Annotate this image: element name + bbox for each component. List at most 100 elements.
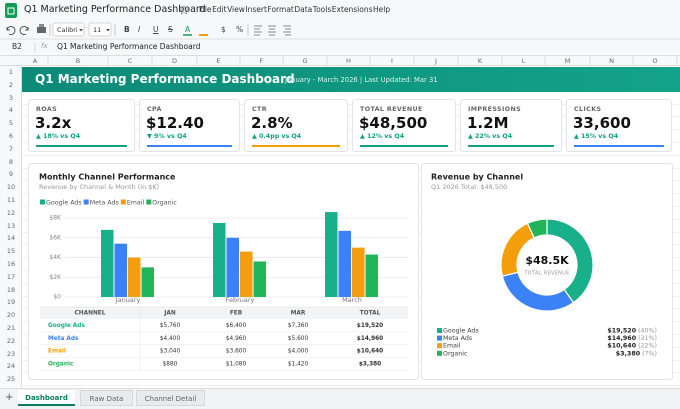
undo-icon[interactable]	[6, 26, 16, 35]
toolbar-button[interactable]: I	[138, 25, 141, 34]
legend-value: $19,520	[607, 328, 636, 335]
row-number: 5	[8, 119, 14, 128]
star-icon[interactable]	[178, 5, 190, 15]
menu-item[interactable]: Help	[373, 5, 391, 14]
kpi-value: 2.8%	[251, 114, 293, 132]
kpi-label: CLICKS	[574, 106, 602, 113]
kpi-card	[139, 99, 240, 152]
kpi-card	[28, 99, 135, 152]
table-cell: $7,360	[288, 323, 309, 329]
table-header: JAN	[163, 311, 176, 317]
legend-share: (22%)	[638, 343, 657, 350]
chart-title: Revenue by Channel	[431, 173, 523, 182]
table-cell: $1,420	[288, 361, 309, 367]
toolbar-button[interactable]: %	[236, 25, 244, 34]
legend-label: Email	[443, 343, 461, 350]
y-tick-label: $8K	[49, 215, 62, 222]
print-icon-top	[39, 24, 44, 27]
menu-item[interactable]: Insert	[245, 5, 267, 14]
toolbar-button[interactable]: B	[124, 25, 130, 34]
table-cell: $4,400	[160, 336, 181, 342]
document-title: Q1 Marketing Performance Dashboard	[24, 4, 206, 15]
table-header: CHANNEL	[75, 311, 106, 317]
cell-reference: B2	[12, 42, 22, 51]
toolbar-button[interactable]: $	[221, 25, 226, 34]
banner-title: Q1 Marketing Performance Dashboard	[35, 72, 295, 86]
legend-swatch	[437, 335, 442, 341]
chart-title: Monthly Channel Performance	[39, 173, 176, 182]
redo-icon[interactable]	[19, 26, 29, 35]
row-number: 23	[6, 349, 16, 358]
donut-segment	[526, 218, 548, 239]
kpi-accent-line	[36, 145, 127, 147]
kpi-value: 1.2M	[467, 114, 509, 132]
donut-segment	[500, 222, 536, 277]
y-tick-label: $0	[53, 294, 61, 301]
kpi-accent-line	[574, 145, 664, 147]
row-number: 14	[6, 234, 16, 243]
x-tick-label: March	[342, 296, 362, 304]
column-header: E	[216, 57, 221, 65]
menu-bar: File Edit View Insert Format Data Tools Extensi…	[199, 5, 390, 14]
legend-swatch	[437, 328, 442, 333]
row-number: 3	[8, 93, 14, 102]
menu-item[interactable]: Extensions	[331, 5, 373, 14]
column-header: M	[564, 57, 571, 65]
banner	[22, 67, 680, 92]
legend-swatch	[40, 199, 45, 205]
menu-item[interactable]: Format	[267, 5, 294, 14]
print-icon[interactable]	[37, 27, 46, 33]
table-channel: Email	[48, 349, 66, 355]
add-sheet-button[interactable]: +	[5, 392, 14, 403]
sheet-tab[interactable]: Dashboard	[18, 390, 75, 406]
legend-label: Email	[127, 200, 145, 207]
row-number: 2	[8, 80, 14, 89]
column-header: D	[171, 57, 177, 65]
sheet-tab[interactable]: Channel Detail	[136, 390, 205, 406]
legend-label: Organic	[443, 350, 468, 357]
column-header: C	[127, 57, 133, 65]
toolbar-button[interactable]: U	[153, 25, 159, 34]
kpi-label: CPA	[147, 106, 162, 113]
row-number: 13	[6, 221, 16, 230]
row-number: 17	[6, 272, 16, 281]
kpi-card	[460, 99, 562, 152]
app-icon-grid	[7, 7, 15, 15]
size-box[interactable]	[88, 22, 112, 37]
row-number: 21	[6, 324, 16, 332]
menu-item[interactable]: View	[227, 5, 245, 14]
menu-item[interactable]: Data	[294, 5, 313, 14]
kpi-change: ▼ 9% vs Q4	[147, 133, 187, 140]
row-number: 6	[8, 132, 14, 140]
kpi-value: $12.40	[146, 114, 204, 132]
x-tick-label: January	[115, 296, 141, 304]
menu-item[interactable]: File	[199, 5, 212, 14]
column-header: H	[346, 57, 351, 65]
table-cell: $3,600	[226, 349, 247, 355]
toolbar-button[interactable]: A	[185, 25, 191, 34]
font-box[interactable]	[52, 22, 85, 37]
menu-item[interactable]: Tools	[312, 5, 332, 14]
y-tick-label: $4K	[49, 254, 62, 261]
menu-item[interactable]: Edit	[212, 5, 227, 14]
table-header-bg	[40, 307, 408, 319]
row-number: 16	[6, 260, 16, 268]
sheet-tab[interactable]: Raw Data	[80, 390, 133, 406]
align-center-icon[interactable]	[268, 25, 276, 36]
bar	[213, 222, 226, 297]
kpi-label: ROAS	[36, 106, 58, 113]
align-right-icon[interactable]	[283, 25, 291, 36]
bar	[128, 257, 141, 297]
kpi-accent-line	[360, 145, 448, 147]
row-number: 4	[8, 106, 14, 115]
kpi-card	[352, 99, 456, 152]
dropdown-arrow	[106, 29, 110, 32]
table-cell: $880	[163, 361, 178, 367]
legend-label: Organic	[152, 200, 177, 207]
row-number: 10	[6, 183, 16, 192]
align-left-icon[interactable]	[254, 25, 262, 36]
toolbar-button[interactable]: S	[168, 25, 173, 34]
kpi-label: CTR	[252, 106, 267, 113]
legend-swatch	[437, 350, 442, 356]
